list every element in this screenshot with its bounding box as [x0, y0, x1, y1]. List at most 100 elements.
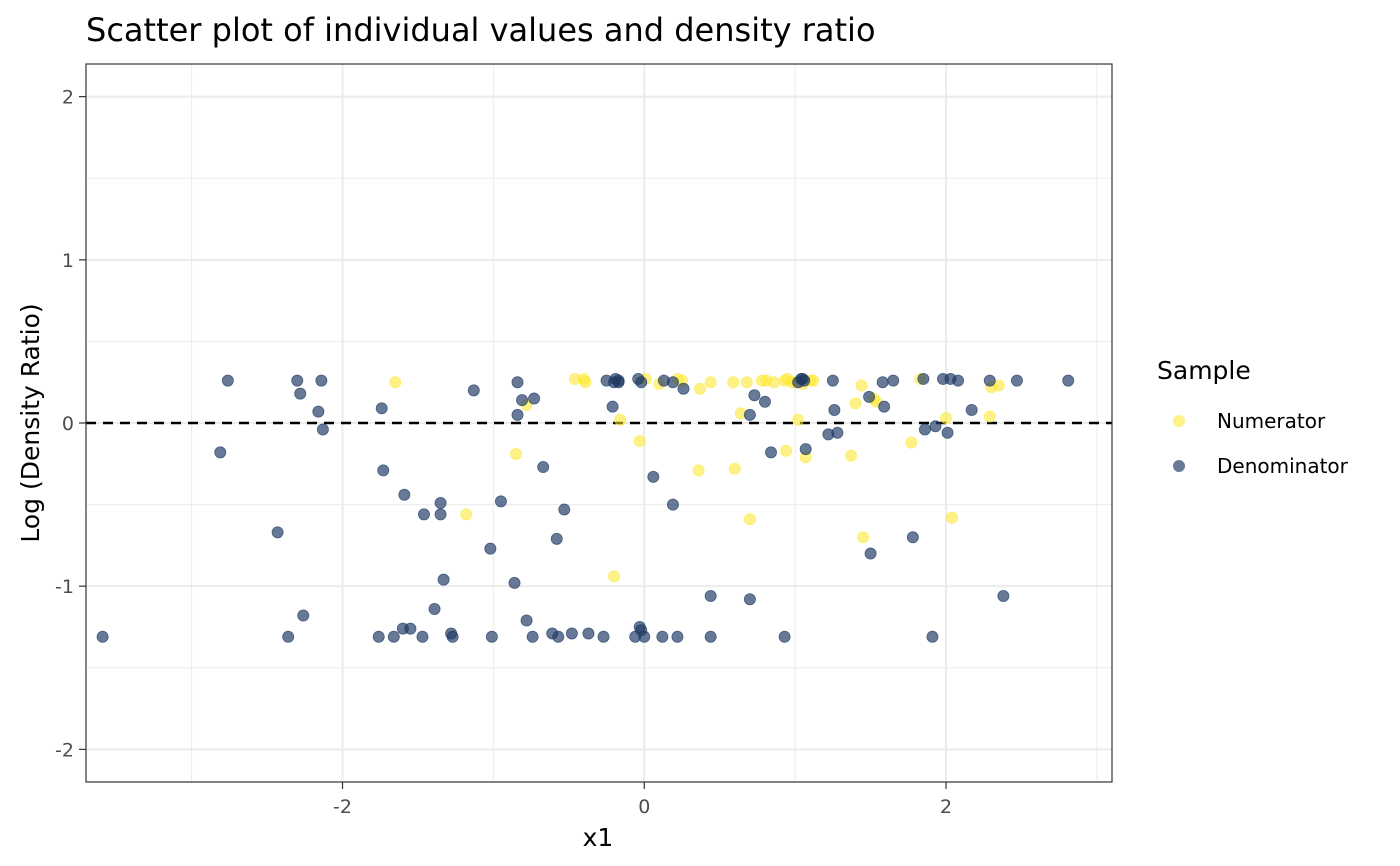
point-numerator [460, 508, 473, 521]
x-axis-ticks: -2 0 2 [333, 782, 952, 818]
point-denominator [416, 630, 429, 643]
point-denominator [372, 630, 385, 643]
point-denominator [282, 630, 295, 643]
point-denominator [765, 446, 778, 459]
point-denominator [558, 503, 571, 516]
y-axis-ticks: -2 -1 0 1 2 [55, 87, 86, 761]
point-denominator [467, 384, 480, 397]
point-denominator [398, 488, 411, 501]
legend-label-denominator: Denominator [1217, 454, 1349, 478]
point-denominator [704, 630, 717, 643]
x-tick-label: 2 [940, 796, 952, 818]
point-denominator [511, 376, 524, 389]
point-denominator [434, 508, 447, 521]
point-denominator [297, 609, 310, 622]
point-denominator [612, 376, 625, 389]
point-denominator [941, 426, 954, 439]
point-denominator [906, 531, 919, 544]
point-denominator [597, 630, 610, 643]
point-denominator [758, 395, 771, 408]
point-denominator [952, 374, 965, 387]
point-numerator [940, 412, 953, 425]
point-numerator [704, 376, 717, 389]
point-denominator [271, 526, 284, 539]
point-denominator [864, 547, 877, 560]
x-tick-label: 0 [638, 796, 650, 818]
y-tick-label: -1 [55, 576, 74, 598]
point-denominator [656, 630, 669, 643]
point-numerator [849, 397, 862, 410]
point-denominator [526, 630, 539, 643]
point-numerator [857, 531, 870, 544]
point-denominator [1010, 374, 1023, 387]
y-tick-label: 2 [62, 87, 74, 109]
point-numerator [780, 444, 793, 457]
point-numerator [727, 376, 740, 389]
point-numerator [614, 413, 627, 426]
point-numerator [792, 413, 805, 426]
point-denominator [666, 376, 679, 389]
point-denominator [404, 622, 417, 635]
point-numerator [983, 410, 996, 423]
point-denominator [537, 461, 550, 474]
point-denominator [528, 392, 541, 405]
point-denominator [550, 532, 563, 545]
point-numerator [946, 511, 959, 524]
point-denominator [798, 374, 811, 387]
point-denominator [666, 498, 679, 511]
point-numerator [728, 462, 741, 475]
point-denominator [291, 374, 304, 387]
point-denominator [387, 630, 400, 643]
point-numerator [743, 513, 756, 526]
point-denominator [484, 542, 497, 555]
point-numerator [692, 464, 705, 477]
point-denominator [428, 603, 441, 616]
point-denominator [294, 387, 307, 400]
point-denominator [96, 630, 109, 643]
point-denominator [918, 423, 931, 436]
point-denominator [214, 446, 227, 459]
point-numerator [905, 436, 918, 449]
point-denominator [748, 389, 761, 402]
x-axis-title: x1 [583, 823, 614, 852]
point-denominator [565, 627, 578, 640]
point-denominator [316, 423, 329, 436]
y-tick-label: 0 [62, 413, 74, 435]
point-denominator [446, 630, 459, 643]
point-denominator [582, 627, 595, 640]
point-denominator [799, 443, 812, 456]
point-denominator [778, 630, 791, 643]
series-denominator-points [96, 372, 1075, 643]
point-denominator [704, 589, 717, 602]
legend: Sample Numerator Denominator [1157, 356, 1349, 478]
point-denominator [743, 408, 756, 421]
y-axis-title: Log (Density Ratio) [16, 303, 45, 542]
point-denominator [826, 374, 839, 387]
point-numerator [389, 376, 402, 389]
point-denominator [494, 495, 507, 508]
y-tick-label: 1 [62, 250, 74, 272]
point-numerator [694, 382, 707, 395]
point-denominator [917, 372, 930, 385]
point-denominator [508, 576, 521, 589]
legend-label-numerator: Numerator [1217, 409, 1326, 433]
point-denominator [635, 376, 648, 389]
point-denominator [552, 630, 565, 643]
point-denominator [417, 508, 430, 521]
point-denominator [434, 496, 447, 509]
y-tick-label: -2 [55, 739, 74, 761]
point-denominator [606, 400, 619, 413]
point-denominator [831, 426, 844, 439]
point-denominator [743, 593, 756, 606]
grid-minor [86, 64, 1112, 782]
point-denominator [485, 630, 498, 643]
point-denominator [315, 374, 328, 387]
point-numerator [740, 376, 753, 389]
point-denominator [983, 374, 996, 387]
point-denominator [437, 573, 450, 586]
point-denominator [377, 464, 390, 477]
x-tick-label: -2 [333, 796, 352, 818]
point-denominator [876, 376, 889, 389]
